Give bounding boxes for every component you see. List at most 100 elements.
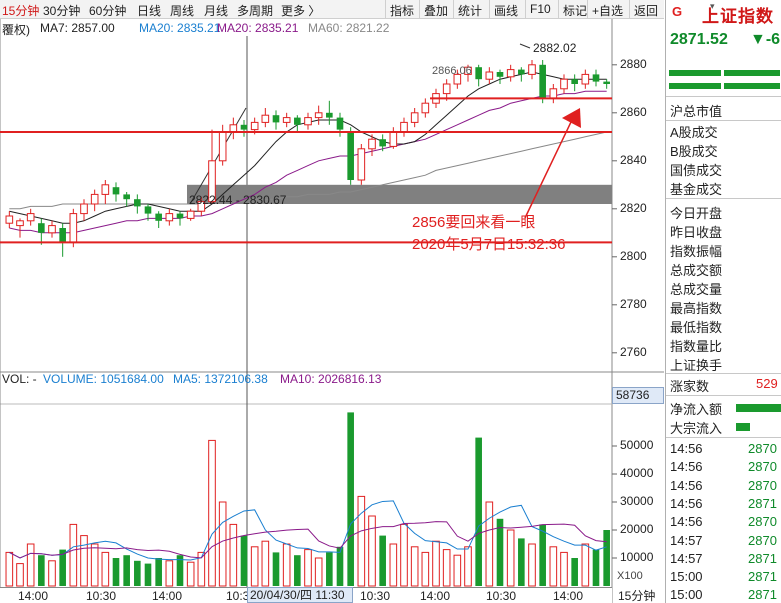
candle bbox=[560, 74, 568, 94]
trade-time: 15:00 bbox=[670, 587, 703, 603]
candle bbox=[144, 204, 152, 221]
candle bbox=[518, 67, 525, 82]
candle-body bbox=[453, 73, 462, 85]
period-label[interactable]: 15分钟 bbox=[618, 589, 656, 603]
candle-body bbox=[304, 117, 312, 126]
trade-price: 2871 bbox=[748, 587, 777, 603]
period-tab-2[interactable]: 60分钟 bbox=[89, 4, 127, 18]
period-tab-0[interactable]: 15分钟 bbox=[2, 4, 40, 18]
candle-body bbox=[176, 213, 184, 219]
stat-label: B股成交 bbox=[670, 144, 718, 159]
divider bbox=[666, 437, 781, 438]
stat-label: 总成交量 bbox=[670, 282, 723, 297]
trend-line-drawing[interactable] bbox=[189, 107, 247, 205]
candle bbox=[581, 69, 590, 89]
time-axis-label: 14:00 bbox=[553, 589, 584, 603]
stat-label: 指数量比 bbox=[670, 339, 723, 354]
arrow-shaft[interactable] bbox=[524, 121, 572, 219]
candle bbox=[528, 60, 536, 80]
flow-block-bar bbox=[736, 423, 750, 431]
vol-ma10-value: MA10: 2026816.13 bbox=[280, 372, 382, 386]
volume-axis-label: 30000 bbox=[620, 494, 654, 508]
volume-bar bbox=[421, 551, 430, 587]
candle-body bbox=[26, 213, 35, 222]
volume-bar bbox=[69, 523, 78, 587]
kline-chart[interactable] bbox=[0, 0, 664, 603]
volume-bar bbox=[592, 549, 600, 586]
candle-body bbox=[144, 206, 152, 214]
tool-button-4[interactable]: F10 bbox=[530, 2, 551, 16]
time-axis-label: 14:00 bbox=[152, 589, 183, 603]
chevron-down-icon[interactable]: ▾ bbox=[710, 1, 715, 11]
toolbar-divider bbox=[587, 0, 588, 19]
volume-bar bbox=[155, 558, 162, 586]
candle-body bbox=[80, 203, 88, 215]
volume-bar bbox=[38, 555, 45, 586]
tool-button-0[interactable]: 指标 bbox=[390, 4, 415, 18]
volume-bar bbox=[379, 535, 386, 586]
period-tab-3[interactable]: 日线 bbox=[137, 4, 162, 18]
candle-body bbox=[400, 121, 408, 133]
volume-bar bbox=[464, 546, 472, 587]
volume-bar bbox=[294, 555, 301, 586]
volume-bar bbox=[229, 523, 238, 587]
drawing-annotation[interactable]: 2856要回来看一眼 2020年5月7日15:32:36 bbox=[412, 212, 565, 256]
stat-label: 昨日收盘 bbox=[670, 225, 723, 240]
candle bbox=[272, 110, 280, 130]
divider bbox=[666, 120, 781, 121]
volume-bar bbox=[165, 560, 174, 587]
candle bbox=[464, 64, 472, 82]
mid-price-label: 2866.06 bbox=[432, 65, 472, 77]
candle-body bbox=[90, 193, 99, 205]
arrow-head-icon bbox=[562, 108, 581, 128]
candle-body bbox=[69, 213, 78, 243]
trade-price: 2870 bbox=[748, 477, 777, 493]
price-axis-label: 2840 bbox=[620, 152, 647, 167]
ma7-value: MA7: 2857.00 bbox=[40, 21, 115, 35]
volume-bar bbox=[410, 546, 419, 587]
stat-label: A股成交 bbox=[670, 125, 718, 140]
candle-body bbox=[59, 228, 66, 243]
high-price-pointer bbox=[519, 43, 531, 49]
volume-bar bbox=[326, 552, 333, 586]
market-badge: G bbox=[672, 4, 683, 19]
tool-button-2[interactable]: 统计 bbox=[458, 4, 483, 18]
volume-axis-label: 50000 bbox=[620, 438, 654, 452]
tool-button-5[interactable]: 标记 bbox=[563, 4, 588, 18]
candle-body bbox=[571, 79, 578, 84]
volume-bar bbox=[506, 529, 515, 587]
period-tab-7[interactable]: 更多 〉 bbox=[281, 4, 321, 18]
support-zone[interactable] bbox=[187, 184, 612, 204]
candle-body bbox=[272, 115, 280, 123]
candle-body bbox=[5, 215, 14, 224]
time-axis-label: 10:30 bbox=[486, 589, 517, 603]
trade-time: 14:57 bbox=[670, 550, 703, 566]
candle bbox=[16, 218, 24, 238]
tool-button-1[interactable]: 叠加 bbox=[424, 4, 449, 18]
tool-button-7[interactable]: 返回 bbox=[634, 4, 659, 18]
candle bbox=[379, 134, 386, 152]
candle-body bbox=[326, 112, 333, 118]
volume-bar bbox=[197, 551, 206, 587]
volume-bar bbox=[101, 551, 110, 587]
volume-ma10-line bbox=[9, 521, 607, 559]
period-tab-1[interactable]: 30分钟 bbox=[43, 4, 81, 18]
tool-button-6[interactable]: +自选 bbox=[592, 4, 624, 18]
volume-value: VOLUME: 1051684.00 bbox=[43, 372, 164, 386]
tool-button-3[interactable]: 画线 bbox=[494, 4, 519, 18]
period-tab-4[interactable]: 周线 bbox=[170, 4, 195, 18]
candle bbox=[218, 124, 227, 166]
period-tab-6[interactable]: 多周期 bbox=[237, 4, 274, 18]
candle bbox=[368, 134, 376, 156]
period-tab-5[interactable]: 月线 bbox=[204, 4, 229, 18]
volume-bar bbox=[240, 535, 248, 586]
volume-unit: X100 bbox=[617, 570, 643, 582]
candle-body bbox=[496, 72, 504, 77]
trade-price: 2871 bbox=[748, 550, 777, 566]
candle-body bbox=[506, 69, 515, 78]
candle bbox=[421, 98, 430, 118]
trade-time: 14:56 bbox=[670, 495, 703, 511]
candle bbox=[496, 69, 504, 84]
candle-body bbox=[294, 117, 301, 125]
volume-bar bbox=[475, 437, 482, 586]
